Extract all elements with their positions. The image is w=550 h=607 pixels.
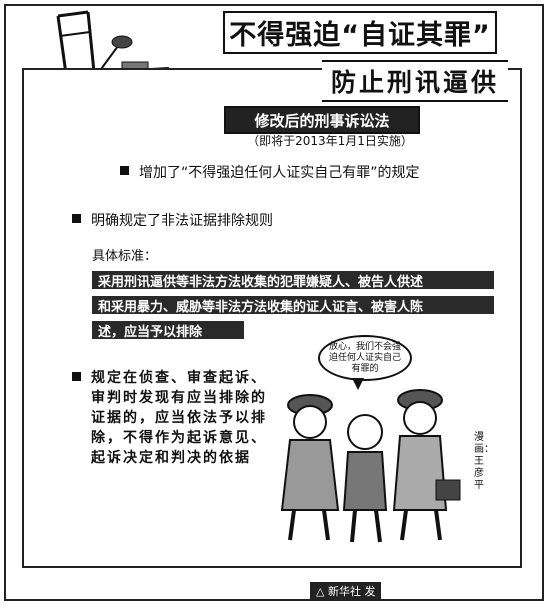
cartoon-illustration [280, 389, 461, 543]
poster-title-text: 不得强迫“自证其罪” [223, 10, 497, 54]
point-text: 明确规定了非法证据排除规则 [91, 213, 273, 229]
law-effective-note: （即将于2013年1月1日实施） [247, 134, 413, 148]
bullet-square-icon [120, 166, 129, 175]
point-text: 增加了“不得强迫任何人证实自己有罪”的规定 [139, 165, 420, 181]
speech-bubble: 放心，我们不会强迫任何人证实自己有罪的 [318, 335, 412, 381]
standard-line: 和采用暴力、威胁等非法方法收集的证人证言、被害人陈 [92, 296, 494, 315]
source-credit: △ 新华社 发 [310, 582, 382, 600]
cartoon-credit: 漫画：王彦平 [474, 432, 494, 491]
speech-bubble-tail [352, 378, 364, 390]
bullet-square-icon [72, 214, 81, 223]
point-exclusion-stages: 规定在侦查、审查起诉、审判时发现有应当排除的证据的，应当依法予以排除，不得作为起… [72, 368, 272, 468]
point-exclusion-rule: 明确规定了非法证据排除规则 [72, 210, 273, 230]
law-banner: 修改后的刑事诉讼法 [224, 106, 420, 134]
poster-title: 不得强迫“自证其罪” [200, 10, 520, 54]
standard-label: 具体标准： [92, 249, 158, 264]
poster-subtitle: 防止刑讯逼供 [322, 60, 508, 102]
standard-line: 述，应当予以排除 [92, 321, 244, 340]
bullet-square-icon [72, 372, 81, 381]
point-no-self-incrimination: 增加了“不得强迫任何人证实自己有罪”的规定 [120, 162, 420, 182]
standard-line: 采用刑讯逼供等非法方法收集的犯罪嫌疑人、被告人供述 [92, 271, 494, 290]
point-text: 规定在侦查、审查起诉、审判时发现有应当排除的证据的，应当依法予以排除，不得作为起… [91, 370, 267, 466]
